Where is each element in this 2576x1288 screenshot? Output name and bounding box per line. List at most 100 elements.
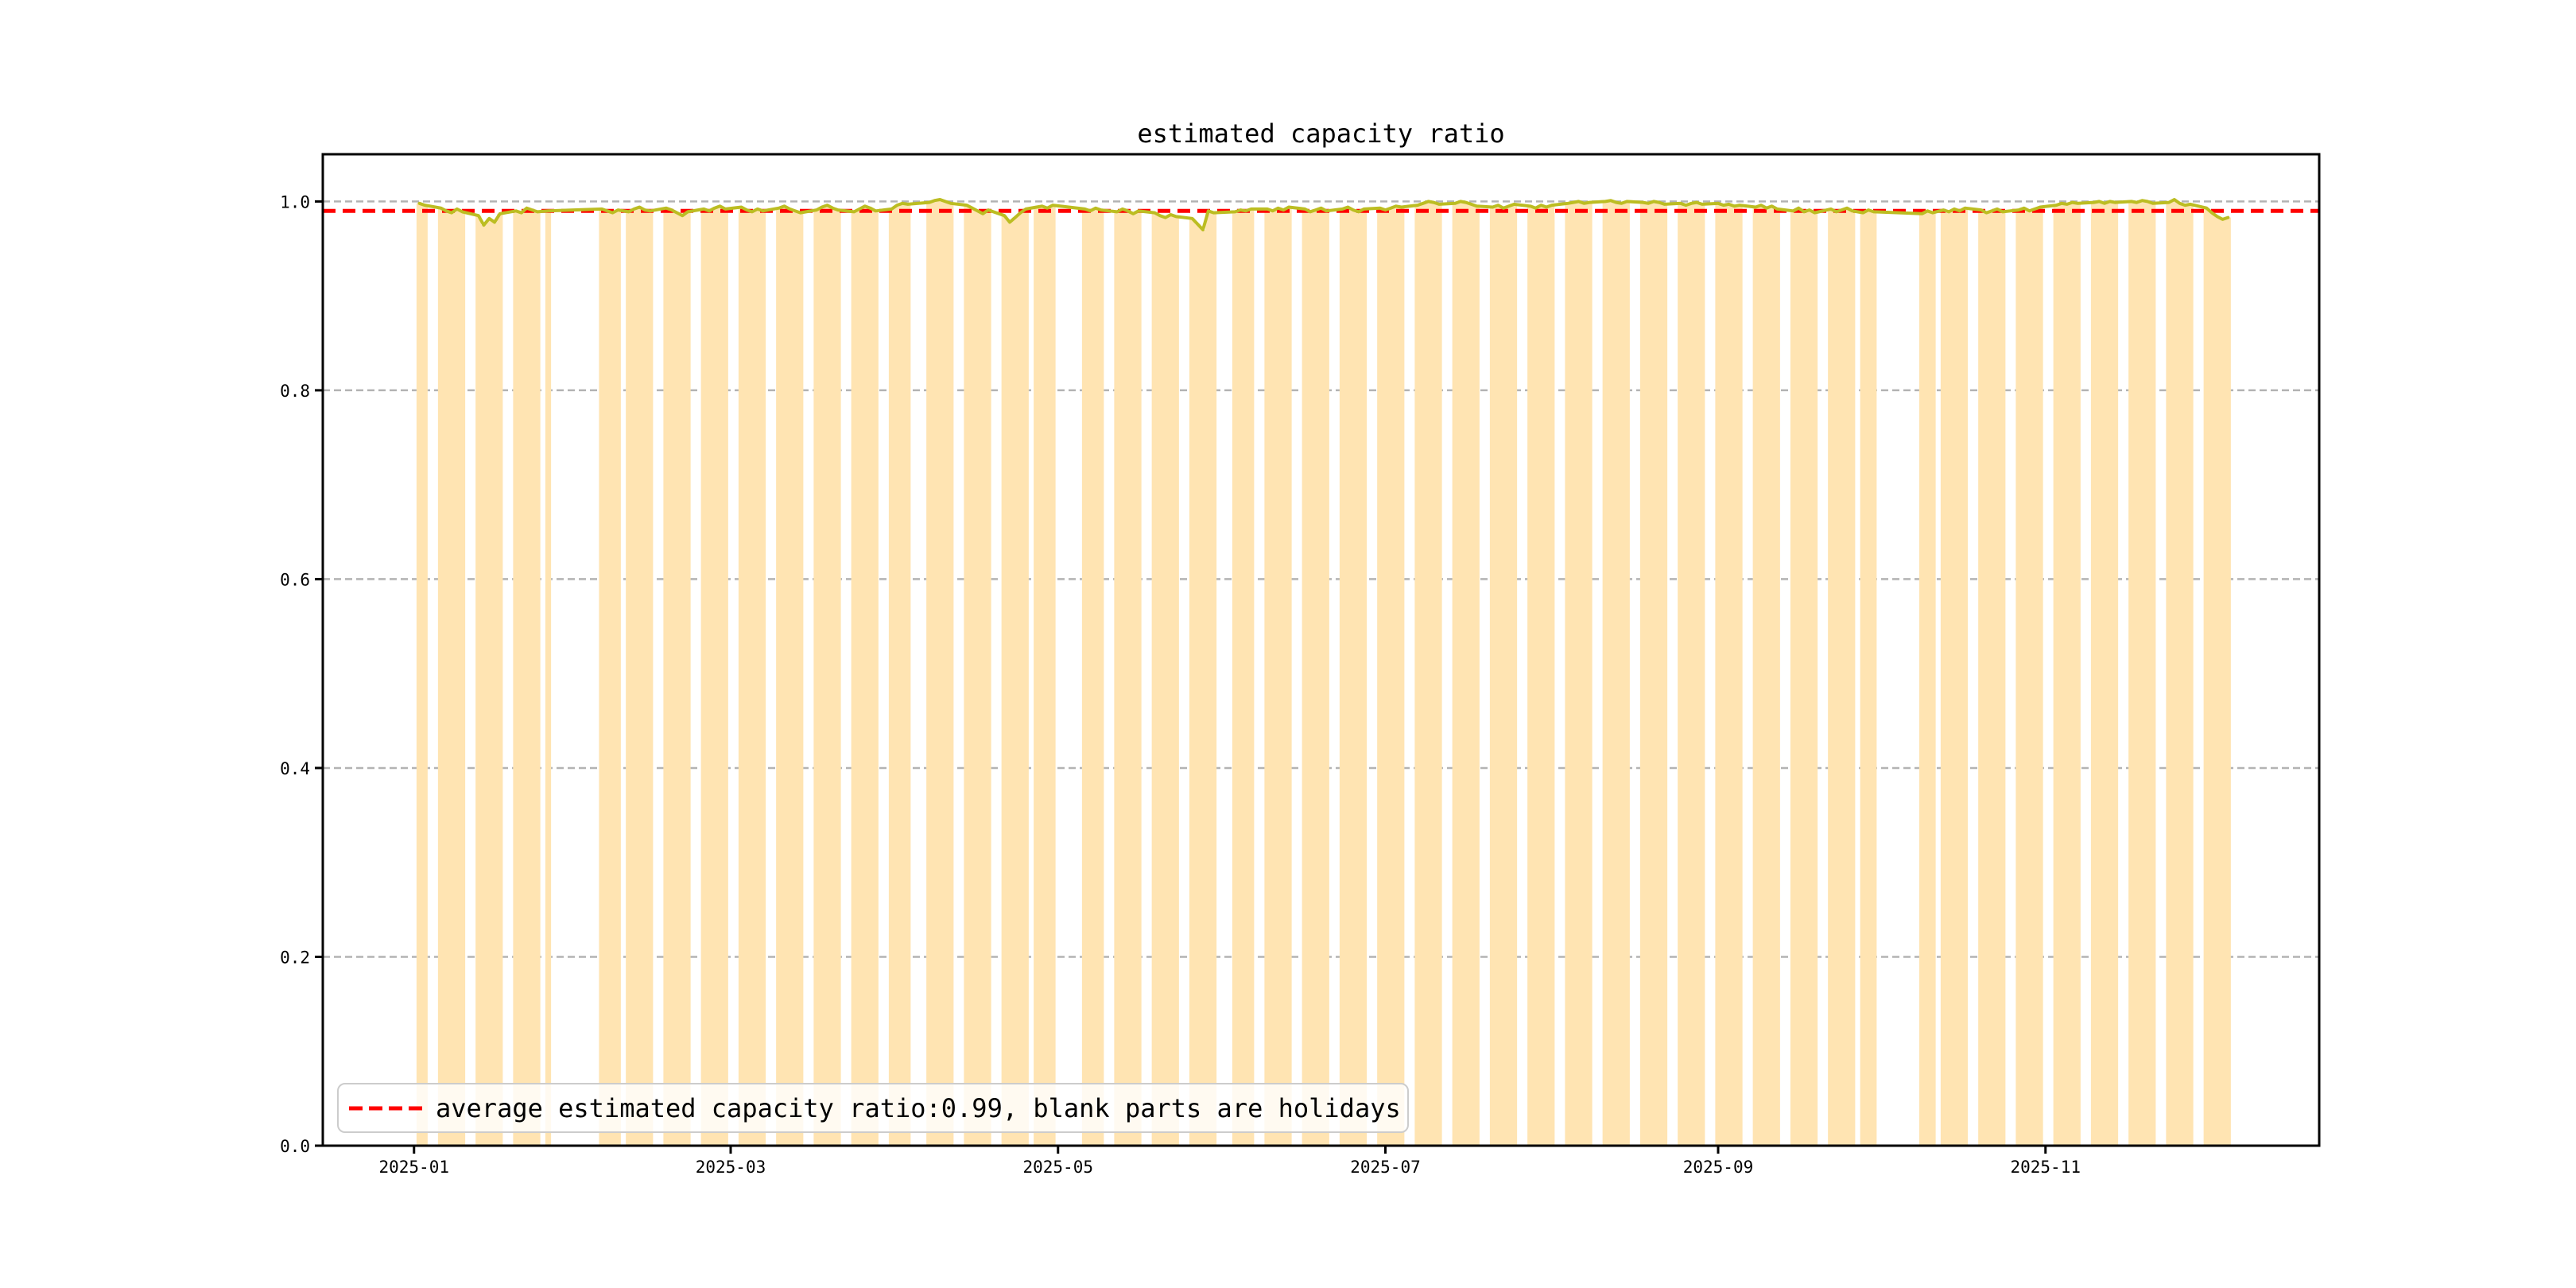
bar-day	[1387, 208, 1394, 1146]
bar-day	[776, 208, 782, 1146]
bar-day	[1978, 210, 1984, 1146]
x-tick-label: 2025-01	[378, 1158, 449, 1177]
bar-day	[888, 208, 895, 1146]
bar-day	[867, 208, 874, 1146]
bar-day	[1468, 204, 1475, 1146]
bar-day	[1124, 211, 1131, 1146]
bar-day	[872, 211, 879, 1146]
bar-day	[2133, 202, 2140, 1146]
bar-day	[437, 208, 444, 1146]
bar-day	[722, 208, 728, 1146]
bar-day	[1339, 208, 1346, 1146]
bar-day	[1194, 223, 1201, 1146]
bar-day	[1994, 208, 2000, 1146]
bar-day	[1157, 215, 1163, 1146]
bar-day	[2209, 212, 2215, 1146]
bar-day	[2096, 201, 2102, 1146]
bar-day	[792, 211, 798, 1146]
bar-day	[2225, 217, 2231, 1146]
bar-day	[2074, 203, 2081, 1146]
bar-day	[829, 208, 836, 1146]
bar-day	[2069, 202, 2076, 1146]
bar-day	[1586, 202, 1593, 1146]
bar-day	[1806, 210, 1813, 1146]
bar-day	[964, 205, 970, 1146]
bar-day	[669, 210, 675, 1146]
bar-day	[1382, 210, 1389, 1146]
bar-day	[2090, 202, 2097, 1146]
bar-day	[1377, 208, 1383, 1146]
bar-day	[647, 211, 654, 1146]
bar-day	[1001, 215, 1007, 1146]
bar-day	[1946, 211, 1952, 1146]
bar-day	[1682, 205, 1690, 1146]
bar-day	[1833, 211, 1840, 1146]
bar-day	[1763, 208, 1770, 1146]
bar-day	[1360, 208, 1368, 1146]
bar-day	[475, 215, 482, 1146]
bar-day	[738, 207, 745, 1146]
bar-day	[899, 203, 906, 1146]
bar-day	[1538, 205, 1544, 1146]
capacity-ratio-line	[417, 198, 2230, 231]
chart-title: estimated capacity ratio	[1137, 118, 1505, 149]
bar-day	[937, 200, 943, 1146]
bar-day	[1323, 211, 1329, 1146]
x-tick-label: 2025-11	[2010, 1158, 2081, 1177]
bar-day	[1758, 205, 1764, 1146]
bar-day	[2031, 208, 2038, 1146]
bar-day	[448, 212, 455, 1146]
bar-day	[1661, 204, 1668, 1146]
bar-day	[974, 211, 981, 1146]
bar-day	[1162, 217, 1169, 1146]
bar-day	[1399, 207, 1405, 1146]
bar-day	[416, 203, 423, 1146]
bar-day	[1940, 210, 1947, 1146]
y-tick-label: 0.0	[280, 1137, 310, 1156]
bar-day	[1034, 207, 1040, 1146]
bar-day	[1871, 211, 1877, 1146]
bar-day	[1092, 208, 1099, 1146]
bar-day	[1924, 211, 1930, 1146]
bar-day	[1865, 210, 1872, 1146]
bar-day	[1688, 203, 1694, 1146]
bar-day	[1286, 207, 1292, 1146]
bar-day	[609, 212, 616, 1146]
bar-day	[2144, 201, 2151, 1146]
bar-day	[1511, 204, 1518, 1146]
bar-day	[1420, 203, 1426, 1146]
bar-day	[1988, 211, 1995, 1146]
legend-dashed-line-sample	[349, 1106, 422, 1110]
bar-day	[1130, 213, 1136, 1146]
bar-day	[1961, 208, 1969, 1146]
bar-day	[1044, 208, 1050, 1146]
bar-day	[630, 208, 638, 1146]
bar-day	[749, 211, 755, 1146]
bar-day	[1189, 218, 1196, 1146]
bar-day	[1302, 208, 1308, 1146]
bar-day	[1007, 222, 1013, 1146]
bar-day	[1473, 206, 1480, 1146]
bar-day	[1543, 207, 1550, 1146]
bar-day	[2176, 203, 2183, 1146]
bar-day	[673, 212, 681, 1146]
bar-day	[1575, 201, 1582, 1146]
bar-day	[1844, 208, 1850, 1146]
bar-day	[1274, 208, 1282, 1146]
bar-day	[980, 213, 986, 1146]
bar-day	[2058, 203, 2065, 1146]
bar-day	[2171, 200, 2178, 1146]
bar-day	[1248, 208, 1255, 1146]
bar-day	[1860, 212, 1866, 1146]
bar-day	[1463, 202, 1469, 1146]
bar-day	[813, 210, 820, 1146]
bar-day	[1639, 202, 1647, 1146]
bar-day	[663, 208, 669, 1146]
bar-day	[1752, 207, 1759, 1146]
bar-day	[706, 211, 712, 1146]
bar-day	[1430, 202, 1437, 1146]
bar-day	[1038, 206, 1046, 1146]
bar-day	[1811, 212, 1818, 1146]
bar-day	[1500, 208, 1507, 1146]
